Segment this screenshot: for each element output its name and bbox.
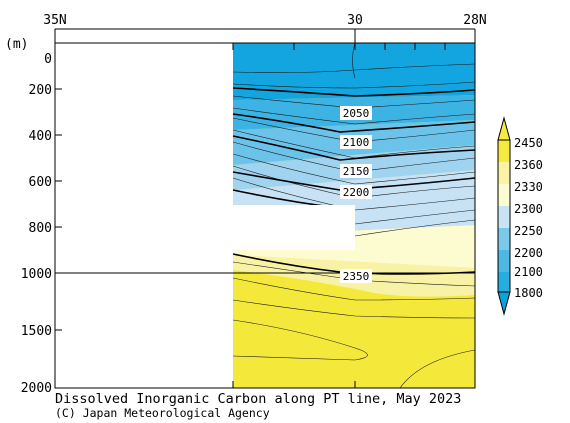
y-axis-ticks xyxy=(55,42,62,331)
band-1800 xyxy=(233,43,475,100)
station-ticks xyxy=(232,43,446,388)
colorbar-label-2450: 2450 xyxy=(514,136,543,150)
y-tick-600: 600 xyxy=(29,175,52,190)
colorbar-label-2100: 2100 xyxy=(514,265,543,279)
x-axis-ticks xyxy=(54,29,476,43)
x-axis: 35N 30 28N xyxy=(43,13,487,43)
colorbar-swatch-2200 xyxy=(498,250,510,272)
contour-label-bg-2350 xyxy=(340,269,372,283)
contour-label-bg-2050 xyxy=(340,106,372,120)
y-tick-1500: 1500 xyxy=(21,324,52,339)
contour-label-bg-2200 xyxy=(340,185,372,199)
no-data-mask xyxy=(233,205,355,250)
colorbar-bottom-arrow xyxy=(497,291,511,316)
contour-label-bg-2150 xyxy=(340,164,372,178)
colorbar-label-1800: 1800 xyxy=(514,286,543,300)
colorbar-label-2360: 2360 xyxy=(514,158,543,172)
y-tick-1000: 1000 xyxy=(21,267,52,282)
colorbar-label-2300: 2300 xyxy=(514,202,543,216)
colorbar-label-2250: 2250 xyxy=(514,224,543,238)
colorbar-swatch-2300 xyxy=(498,206,510,228)
y-tick-200: 200 xyxy=(29,83,52,98)
colorbar-swatch-2330 xyxy=(498,184,510,206)
y-tick-2000: 2000 xyxy=(21,381,52,396)
chart-title: Dissolved Inorganic Carbon along PT line… xyxy=(55,391,461,407)
plot-frame xyxy=(54,42,476,389)
contour-label-2150: 2150 xyxy=(343,165,370,178)
x-tick-30: 30 xyxy=(347,13,363,28)
contour-labels: 2050 2100 2150 2200 2350 xyxy=(340,106,372,283)
y-tick-400: 400 xyxy=(29,129,52,144)
colorbar-label-2200: 2200 xyxy=(514,246,543,260)
colorbar-frame xyxy=(497,139,511,293)
y-tick-0: 0 xyxy=(44,52,52,67)
contour-label-2200: 2200 xyxy=(343,186,370,199)
colorbar-swatch-2100 xyxy=(498,272,510,292)
y-axis: (m) 0 200 400 600 800 1000 1500 2000 xyxy=(5,37,62,396)
contour-label-bg-2100 xyxy=(340,135,372,149)
colorbar: 2450 2360 2330 2300 2250 2200 2100 1800 xyxy=(497,116,543,316)
chart-credit: (C) Japan Meteorological Agency xyxy=(55,406,270,420)
contour-label-2050: 2050 xyxy=(343,107,370,120)
x-tick-35n: 35N xyxy=(43,13,66,28)
thin-contours xyxy=(232,43,475,388)
contour-label-2350: 2350 xyxy=(343,270,370,283)
y-unit-label: (m) xyxy=(5,37,28,52)
colorbar-swatch-2360 xyxy=(498,162,510,184)
colorbar-top-arrow xyxy=(497,116,511,141)
contour-field xyxy=(232,43,475,388)
x-tick-28n: 28N xyxy=(463,13,486,28)
contour-label-2100: 2100 xyxy=(343,136,370,149)
colorbar-swatch-2250 xyxy=(498,228,510,250)
colorbar-swatch-2450 xyxy=(498,140,510,162)
colorbar-label-2330: 2330 xyxy=(514,180,543,194)
y-tick-800: 800 xyxy=(29,221,52,236)
